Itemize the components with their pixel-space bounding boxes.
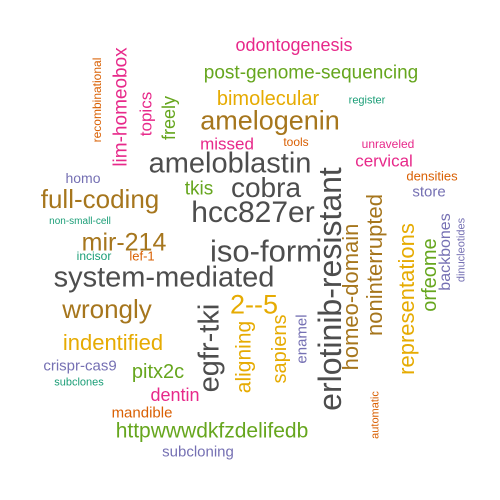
cloud-word: representations (394, 223, 419, 375)
cloud-word: non-small-cell (49, 216, 111, 227)
cloud-word: hcc827er (191, 196, 315, 229)
cloud-word: cobra (230, 172, 302, 203)
cloud-word: dinucleotides (455, 217, 468, 283)
cloud-word: missed (200, 134, 254, 154)
cloud-word: sapiens (269, 314, 291, 384)
cloud-word: orfeome (419, 238, 441, 312)
cloud-word: mir-214 (81, 228, 167, 257)
cloud-word: subclones (54, 376, 104, 389)
cloud-word: mandible (111, 404, 173, 422)
cloud-word: lef-1 (129, 248, 155, 264)
cloud-word: incisor (76, 249, 112, 263)
cloud-word: wrongly (62, 294, 152, 324)
cloud-word: densities (406, 168, 458, 184)
cloud-word: post-genome-sequencing (203, 62, 419, 84)
cloud-word: dentin (150, 385, 200, 405)
cloud-word: homeo-domain (338, 223, 363, 371)
cloud-word: tkis (184, 178, 214, 200)
cloud-word: recombinational (90, 57, 104, 143)
cloud-word: automatic (369, 391, 382, 439)
cloud-word: store (412, 183, 446, 201)
cloud-word: amelogenin (200, 105, 340, 136)
cloud-word: full-coding (40, 184, 160, 214)
cloud-word: freely (159, 95, 179, 141)
cloud-word: ameloblastin (148, 147, 312, 180)
cloud-word: egfr-tki (193, 303, 226, 393)
cloud-word: odontogenesis (235, 35, 353, 55)
cloud-word: cervical (355, 151, 413, 171)
cloud-word: 2--5 (229, 289, 279, 320)
cloud-word: httpwwwdkfzdelifedb (115, 419, 309, 443)
cloud-word: topics (136, 91, 156, 137)
cloud-word: tools (283, 135, 309, 149)
cloud-word: unraveled (361, 137, 415, 151)
cloud-word: indentified (62, 330, 164, 355)
cloud-word: homo (65, 170, 101, 186)
cloud-word: noninterrupted (362, 194, 387, 336)
cloud-word: crispr-cas9 (43, 357, 117, 375)
cloud-word: register (348, 94, 386, 107)
cloud-word: bimolecular (216, 88, 320, 110)
cloud-word: iso-form (210, 233, 322, 269)
cloud-word: enamel (293, 314, 311, 364)
cloud-word: aligning (232, 320, 256, 394)
cloud-word: subcloning (162, 443, 234, 461)
cloud-word: pitx2c (131, 361, 185, 383)
cloud-word: lim-homeobox (110, 47, 132, 167)
cloud-word: system-mediated (53, 261, 275, 294)
